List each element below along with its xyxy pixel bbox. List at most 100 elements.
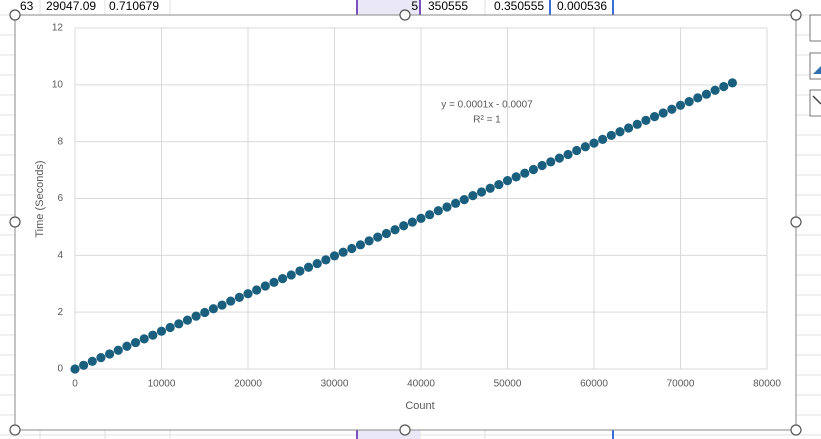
point [130,337,141,348]
point [598,134,608,144]
point [165,322,175,333]
point [580,142,590,152]
chart: 0 2 4 6 8 10 12 0 10000 20000 30000 40000 50000 60000… [52,23,781,390]
cell: 0.000536 [557,0,607,13]
point [260,281,270,291]
point [624,123,634,133]
point [675,100,686,110]
point [347,243,357,254]
selected-cell [357,428,420,439]
point [191,311,201,321]
point [381,228,391,239]
point [139,334,149,344]
point [658,108,668,118]
r-squared: R² = 1 [473,115,501,126]
point [433,206,443,216]
point [243,289,253,299]
x-tick-label: 50000 [494,379,522,390]
point [606,130,616,141]
y-tick-label: 0 [57,364,63,375]
point [520,168,530,178]
x-tick-label: 20000 [234,379,262,390]
point [338,247,348,257]
point [632,119,642,129]
y-axis-label: Time (Seconds) [34,160,46,237]
y-tick-label: 12 [52,23,64,34]
cell: 350555 [428,0,468,13]
point [641,115,651,125]
point [485,183,495,193]
point [278,274,288,284]
point [87,356,97,366]
point [511,172,521,182]
y-tick-label: 2 [57,307,63,318]
chart-buttons[interactable] [809,14,821,117]
y-tick-label: 8 [57,136,63,147]
x-tick-label: 0 [72,379,78,390]
point [286,270,296,280]
y-tick-label: 4 [57,250,63,261]
point [701,89,712,99]
x-tick-label: 60000 [580,379,608,390]
point [329,251,340,261]
point [321,255,331,265]
point [399,221,409,231]
cell: 5 [411,0,418,13]
point [355,240,366,250]
point [727,78,738,88]
point [528,164,539,175]
point [312,258,322,269]
y-tick-label: 6 [57,193,63,204]
point [208,304,218,314]
point [546,157,556,167]
point [364,236,374,246]
point [295,266,305,276]
x-tick-label: 40000 [407,379,435,390]
y-tick-label: 10 [52,79,64,90]
point [70,364,80,374]
point [451,198,461,208]
trendline-equation: y = 0.0001x - 0.0007 [441,100,533,111]
point [502,175,513,186]
point [182,315,193,325]
point [615,127,625,137]
point [217,300,227,310]
point [494,179,504,190]
point [476,187,487,197]
point [459,195,469,205]
point [226,296,236,306]
point [442,202,452,212]
point [122,341,132,351]
x-axis-label: Count [405,400,434,412]
point [96,353,106,363]
point [537,160,547,171]
x-tick-label: 70000 [667,379,695,390]
cell: 63 [20,0,34,13]
x-tick-label: 10000 [148,379,176,390]
selection-handles[interactable] [9,9,802,436]
point [269,277,279,287]
x-tick-label: 30000 [321,379,349,390]
point [710,85,720,95]
x-tick-label: 80000 [753,379,781,390]
point [425,210,435,220]
point [649,112,660,122]
point [156,326,167,336]
point [589,138,599,148]
cell: 0.350555 [494,0,544,13]
point [693,93,703,103]
cell: 29047.09 [46,0,96,13]
point [105,349,115,359]
point [373,232,383,242]
point [468,191,478,201]
point [79,360,89,370]
point [684,96,694,107]
point [407,217,417,227]
point [719,81,729,92]
point [234,292,244,302]
point [148,330,158,340]
point [303,262,314,272]
point [252,285,262,295]
point [667,104,677,114]
